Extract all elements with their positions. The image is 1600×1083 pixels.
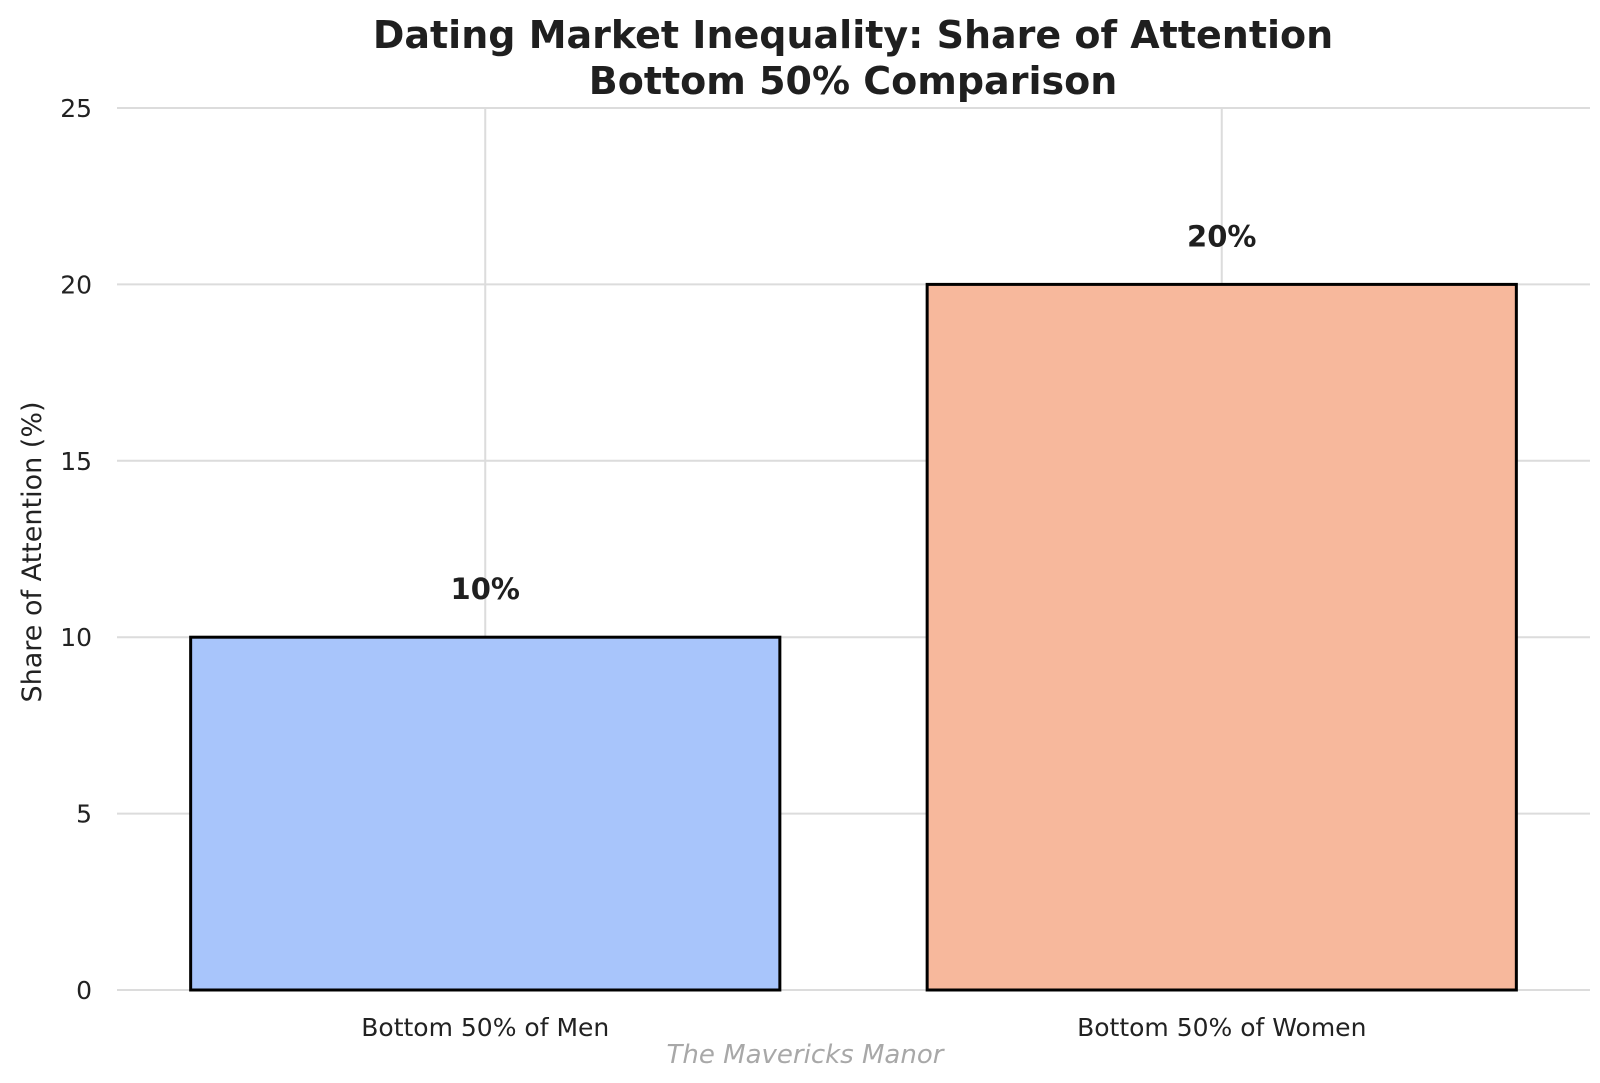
watermark: The Mavericks Manor [667,1040,946,1070]
y-tick-label: 25 [60,94,92,123]
x-tick-label: Bottom 50% of Women [1077,1013,1366,1042]
y-tick-label: 20 [60,270,92,299]
y-tick-label: 15 [60,447,92,476]
chart-title-line-1: Dating Market Inequality: Share of Atten… [373,13,1333,57]
bar-value-label: 20% [1187,219,1256,253]
bars [189,282,1518,992]
bar [189,635,782,992]
labels: 0 5 10 15 20 25 10% Bottom 50% of Men 20% Bottom … [60,94,1366,1042]
bar [925,282,1518,992]
y-tick-label: 10 [60,623,92,652]
chart-title-line-2: Bottom 50% Comparison [589,59,1118,103]
x-tick-label: Bottom 50% of Men [361,1013,609,1042]
bar-value-label: 10% [451,572,520,606]
y-tick-label: 5 [76,800,92,829]
y-axis-label: Share of Attention (%) [17,401,48,702]
y-tick-label: 0 [76,976,92,1005]
